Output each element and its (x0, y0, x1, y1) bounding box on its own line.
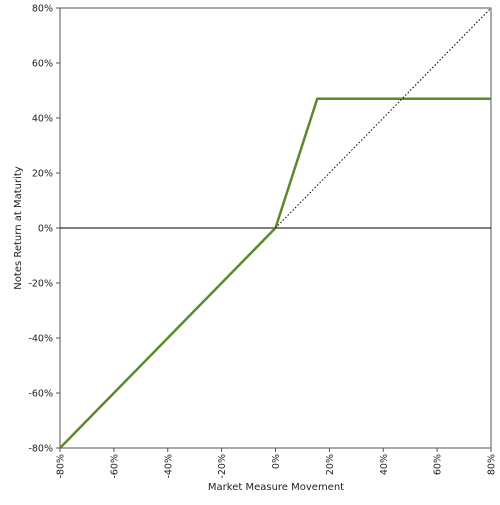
market-measure-dotted-line (275, 7, 492, 229)
y-tick-label: 40% (32, 114, 53, 125)
y-tick-label: -80% (28, 444, 53, 455)
x-tick-label: -40% (163, 454, 174, 479)
x-tick-label: 60% (433, 454, 444, 475)
y-tick-label: 80% (32, 4, 53, 15)
y-tick-label: -40% (28, 334, 53, 345)
x-tick-label: -20% (217, 454, 228, 479)
x-tick-label: -80% (56, 454, 67, 479)
y-tick-label: 60% (32, 59, 53, 70)
x-tick-label: 40% (379, 454, 390, 475)
x-tick-label: 80% (487, 454, 498, 475)
y-tick-label: 0% (38, 224, 53, 235)
x-tick-label: -60% (109, 454, 120, 479)
notes-return-line (59, 97, 491, 449)
y-tick-label: -20% (28, 279, 53, 290)
x-axis-title: Market Measure Movement (208, 482, 344, 493)
y-axis-title: Notes Return at Maturity (13, 166, 24, 289)
x-tick-label: 20% (325, 454, 336, 475)
y-tick-label: 20% (32, 169, 53, 180)
x-tick-label: 0% (271, 454, 282, 469)
y-tick-label: -60% (28, 389, 53, 400)
